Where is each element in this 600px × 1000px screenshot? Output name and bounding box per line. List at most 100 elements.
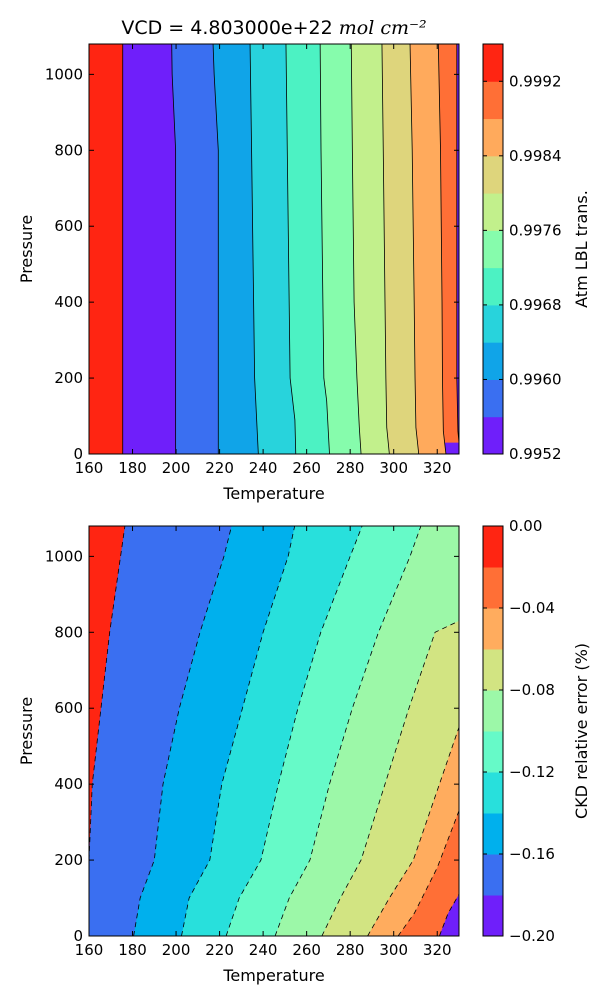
contour-line xyxy=(319,44,330,454)
plot-frame xyxy=(88,525,460,937)
x-tick-label: 160 xyxy=(75,459,104,477)
chart-bottom: 160 180 200 220 240 260 280 300 320 0 200 400 600 800… xyxy=(17,517,591,985)
y-tick-label: 0 xyxy=(73,927,83,945)
y-axis-label: Pressure xyxy=(17,215,36,283)
contour-line xyxy=(133,526,232,936)
colorbar-band xyxy=(483,608,503,650)
y-tick-label: 600 xyxy=(54,699,83,717)
plot-frame xyxy=(88,43,460,455)
colorbar-band xyxy=(483,526,503,568)
x-tick-label: 260 xyxy=(292,459,321,477)
contour-line xyxy=(439,894,459,936)
contour-line xyxy=(456,44,459,443)
colorbar-tick-label: −0.08 xyxy=(509,681,555,699)
colorbar-band xyxy=(483,44,503,82)
chart-top: 160 180 200 220 240 260 280 300 320 0 200 400 600 800… xyxy=(17,17,591,503)
colorbar-tick-label: 0.9976 xyxy=(509,221,562,239)
contour-line xyxy=(397,810,459,936)
contour-line xyxy=(381,44,390,454)
chart-title-units: mol cm⁻² xyxy=(339,17,427,39)
contour-line xyxy=(181,526,296,936)
y-tick-label: 200 xyxy=(54,369,83,387)
colorbar-band xyxy=(483,895,503,937)
colorbar-band xyxy=(483,304,503,343)
x-axis-label: Temperature xyxy=(222,966,324,985)
y-tick-label: 0 xyxy=(73,445,83,463)
y-tick-label: 200 xyxy=(54,851,83,869)
x-tick-label: 300 xyxy=(379,941,408,959)
x-tick-label: 300 xyxy=(379,459,408,477)
colorbar-band xyxy=(483,155,503,194)
contour-line xyxy=(274,526,422,936)
contour-line xyxy=(171,44,177,454)
colorbar-band xyxy=(483,267,503,306)
y-tick-label: 800 xyxy=(54,623,83,641)
colorbar-band xyxy=(483,649,503,691)
plot-area xyxy=(89,44,459,454)
contour-line xyxy=(409,44,420,454)
y-axis-label: Pressure xyxy=(17,697,36,765)
y-tick-label: 1000 xyxy=(45,547,83,565)
x-tick-label: 200 xyxy=(162,941,191,959)
colorbar-band xyxy=(483,230,503,269)
colorbar-label: Atm LBL trans. xyxy=(572,190,591,308)
y-tick-label: 600 xyxy=(54,217,83,235)
colorbar-band xyxy=(483,342,503,380)
colorbar-tick-label: 0.9952 xyxy=(509,445,562,463)
colorbar-band xyxy=(483,118,503,157)
contour-line xyxy=(249,44,259,454)
x-tick-label: 240 xyxy=(249,941,278,959)
colorbar-band xyxy=(483,81,503,120)
contour-band xyxy=(89,526,232,936)
x-tick-label: 180 xyxy=(118,941,147,959)
colorbar-tick-label: 0.9960 xyxy=(509,370,562,388)
plot-area xyxy=(89,526,459,936)
x-tick-label: 220 xyxy=(205,941,234,959)
y-tick-label: 400 xyxy=(54,293,83,311)
colorbar-band xyxy=(483,813,503,855)
colorbar-tick-label: −0.12 xyxy=(509,763,555,781)
x-tick-label: 280 xyxy=(336,941,365,959)
colorbar-band xyxy=(483,690,503,732)
contour-line xyxy=(350,44,362,454)
y-tick-label: 1000 xyxy=(45,65,83,83)
contour-line xyxy=(437,44,447,454)
chart-title: VCD = 4.803000e+22 mol cm⁻² xyxy=(121,17,426,39)
colorbar-tick-label: −0.04 xyxy=(509,599,555,617)
colorbar-band xyxy=(483,567,503,609)
contour-line xyxy=(225,526,363,936)
x-tick-label: 320 xyxy=(423,941,452,959)
x-axis-label: Temperature xyxy=(222,484,324,503)
x-tick-label: 260 xyxy=(292,941,321,959)
colorbar-band xyxy=(483,854,503,896)
x-tick-label: 200 xyxy=(162,459,191,477)
contour-line xyxy=(367,727,459,936)
colorbar-tick-label: 0.9992 xyxy=(509,72,562,90)
y-tick-label: 400 xyxy=(54,775,83,793)
x-tick-label: 220 xyxy=(205,459,234,477)
colorbar-tick-label: −0.16 xyxy=(509,845,555,863)
y-tick-label: 800 xyxy=(54,141,83,159)
contour-line xyxy=(89,526,126,861)
colorbar-band xyxy=(483,193,503,231)
colorbar-band xyxy=(483,772,503,814)
colorbar-tick-label: 0.9984 xyxy=(509,147,562,165)
colorbar-band xyxy=(483,379,503,418)
x-tick-label: 180 xyxy=(118,459,147,477)
chart-title-main: VCD = 4.803000e+22 xyxy=(121,17,338,39)
colorbar-tick-label: 0.00 xyxy=(509,517,542,535)
contour-band-top xyxy=(89,526,125,861)
x-tick-label: 280 xyxy=(336,459,365,477)
colorbar-label: CKD relative error (%) xyxy=(572,643,591,819)
contour-line xyxy=(321,620,459,936)
contour-line xyxy=(212,44,219,454)
x-tick-label: 320 xyxy=(423,459,452,477)
colorbar-band xyxy=(483,416,503,455)
colorbar-tick-label: 0.9968 xyxy=(509,296,562,314)
contour-band-top xyxy=(89,44,123,454)
contour-line xyxy=(285,44,297,454)
colorbar-frame xyxy=(482,525,504,937)
x-tick-label: 160 xyxy=(75,941,104,959)
x-tick-label: 240 xyxy=(249,459,278,477)
